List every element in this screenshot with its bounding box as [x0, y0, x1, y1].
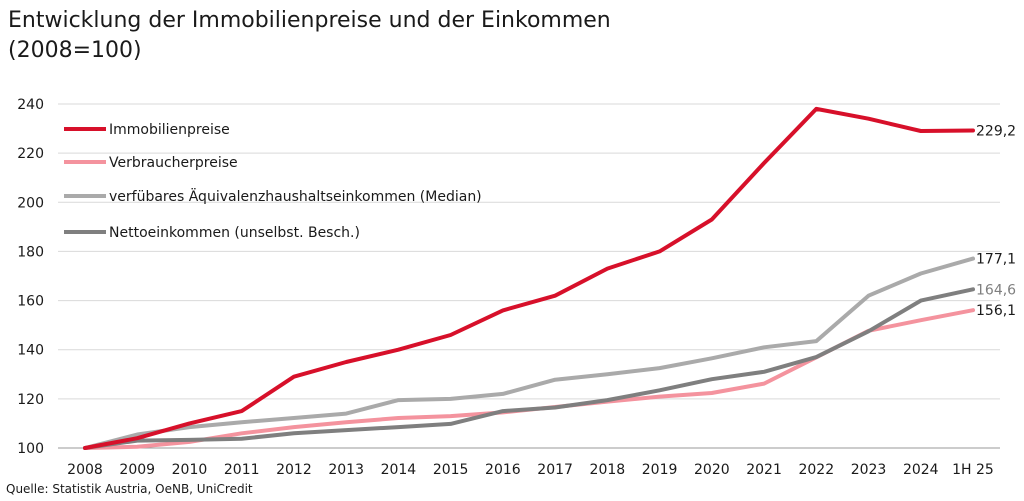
end-value-label: 164,6 — [976, 282, 1016, 298]
y-tick-label: 220 — [17, 146, 44, 162]
y-tick-label: 160 — [17, 294, 44, 310]
end-value-label: 229,2 — [976, 124, 1016, 140]
x-tick-label: 2023 — [851, 462, 887, 478]
x-axis-ticks: 2008 2009 2010 2011 2012 2013 2014 2015 2016 2017… — [67, 462, 994, 478]
end-value-label: 156,1 — [976, 303, 1016, 319]
end-value-label: 177,1 — [976, 252, 1016, 268]
source-note: Quelle: Statistik Austria, OeNB, UniCred… — [6, 482, 253, 496]
legend-label: Verbraucherpreise — [109, 155, 238, 171]
x-tick-label: 2018 — [590, 462, 626, 478]
x-tick-label: 2021 — [746, 462, 782, 478]
x-tick-label: 2024 — [903, 462, 939, 478]
x-tick-label: 2020 — [694, 462, 730, 478]
x-tick-label: 2011 — [224, 462, 260, 478]
legend-label: Immobilienpreise — [109, 122, 230, 138]
series-line — [83, 106, 975, 450]
x-tick-label: 2010 — [172, 462, 208, 478]
y-axis-ticks: 100 120 140 160 180 200 220 240 — [17, 97, 44, 457]
x-tick-label: 2022 — [798, 462, 834, 478]
end-labels: 229,2 156,1 177,1 164,6 — [976, 124, 1016, 320]
y-tick-label: 200 — [17, 195, 44, 211]
legend: Immobilienpreise Verbraucherpreise verfüba… — [64, 122, 482, 241]
chart-title-line2: (2008=100) — [8, 38, 142, 63]
x-tick-label: 2013 — [328, 462, 364, 478]
chart-title: Entwicklung der Immobilienpreise und der… — [8, 6, 611, 66]
x-tick-label: 2015 — [433, 462, 469, 478]
x-tick-label: 2014 — [381, 462, 417, 478]
legend-label: Nettoeinkommen (unselbst. Besch.) — [109, 225, 360, 241]
series-line — [83, 287, 975, 450]
y-tick-label: 140 — [17, 343, 44, 359]
x-tick-label: 2017 — [537, 462, 573, 478]
y-tick-label: 240 — [17, 97, 44, 113]
x-tick-label: 2012 — [276, 462, 312, 478]
y-tick-label: 180 — [17, 244, 44, 260]
x-tick-label: 2008 — [67, 462, 103, 478]
legend-label: verfübares Äquivalenzhaushaltseinkommen … — [109, 187, 482, 205]
y-tick-label: 120 — [17, 392, 44, 408]
series-line — [83, 256, 975, 450]
chart-title-line1: Entwicklung der Immobilienpreise und der… — [8, 8, 611, 33]
x-tick-label: 1H 25 — [952, 462, 994, 478]
grid-lines — [58, 103, 1000, 449]
series-line — [83, 308, 975, 450]
y-tick-label: 100 — [17, 441, 44, 457]
x-tick-label: 2016 — [485, 462, 521, 478]
x-tick-label: 2009 — [119, 462, 155, 478]
series-lines — [83, 106, 975, 450]
x-tick-label: 2019 — [642, 462, 678, 478]
